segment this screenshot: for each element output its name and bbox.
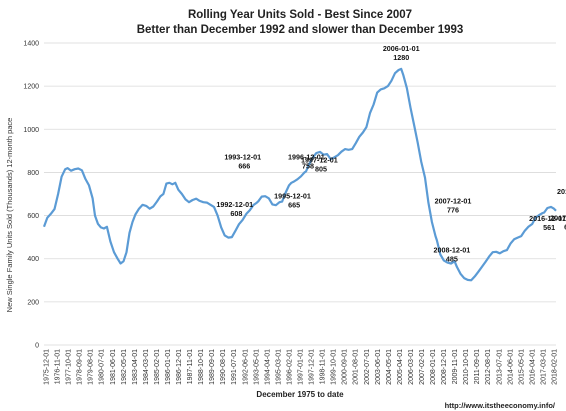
annotation-date: 2007-12-01 <box>435 197 472 206</box>
chart-title: Rolling Year Units Sold - Best Since 200… <box>188 9 412 21</box>
x-tick-label: 1975-12-01 <box>44 349 51 385</box>
x-tick-label: 1991-07-01 <box>231 349 238 385</box>
x-tick-label: 1995-03-01 <box>275 349 282 385</box>
annotation-value: 805 <box>315 164 327 173</box>
x-tick-label: 1987-11-01 <box>187 349 194 384</box>
x-tick-label: 2005-04-01 <box>397 349 404 385</box>
source-url: http://www.itstheeconomy.info/ <box>445 401 556 410</box>
x-tick-label: 2010-10-01 <box>463 349 470 385</box>
y-axis-label: New Single Family Units Sold (Thousands)… <box>5 118 14 313</box>
x-tick-label: 2001-08-01 <box>353 349 360 385</box>
x-tick-label: 1978-09-01 <box>77 349 84 385</box>
annotation-value: 485 <box>446 254 458 263</box>
x-tick-label: 1996-02-01 <box>287 349 294 385</box>
x-tick-label: 2016-04-01 <box>529 349 536 385</box>
gridlines <box>44 42 556 346</box>
y-tick-label: 1000 <box>23 127 39 134</box>
x-tick-label: 1993-05-01 <box>253 349 260 385</box>
x-tick-label: 1998-11-01 <box>320 349 327 384</box>
x-tick-label: 1980-07-01 <box>99 349 106 385</box>
x-tick-label: 2003-06-01 <box>375 349 382 385</box>
annotation-value: 614 <box>564 223 566 232</box>
y-axis-ticks: 0 200 400 600 800 1000 1200 1400 <box>23 41 39 350</box>
x-tick-label: 1979-08-01 <box>88 349 95 385</box>
annotation-date: 1996-12-01 <box>288 152 325 161</box>
annotation-date: 2008-12-01 <box>434 245 471 254</box>
x-tick-label: 2006-03-01 <box>408 349 415 385</box>
y-tick-label: 1200 <box>23 84 39 91</box>
x-tick-label: 2012-08-01 <box>485 349 492 385</box>
x-tick-label: 1999-10-01 <box>331 349 338 385</box>
series-line <box>42 67 557 282</box>
x-axis-ticks: 1975-12-01 1976-11-01 1977-10-01 1978-09-01… <box>44 349 559 385</box>
x-tick-label: 2000-09-01 <box>342 349 349 385</box>
y-tick-label: 800 <box>27 170 39 177</box>
x-axis-label: December 1975 to date <box>256 390 344 399</box>
annotation-value: 561 <box>543 223 555 232</box>
x-tick-label: 1982-05-01 <box>121 349 128 385</box>
x-tick-label: 2004-05-01 <box>386 349 393 385</box>
annotation-value: 758 <box>302 161 314 170</box>
x-tick-label: 1992-06-01 <box>242 349 249 385</box>
x-tick-label: 1981-06-01 <box>110 349 117 385</box>
annotation-date: 1992-12-01 <box>216 200 253 209</box>
y-tick-label: 0 <box>35 343 39 350</box>
x-tick-label: 2013-07-01 <box>496 349 503 385</box>
x-tick-label: 2007-02-01 <box>419 349 426 385</box>
x-tick-label: 1986-01-01 <box>165 349 172 385</box>
annotation-value: 666 <box>238 161 250 170</box>
annotation-value: 608 <box>230 209 242 218</box>
x-tick-label: 1985-02-01 <box>154 349 161 385</box>
x-tick-label: 2018-02-01 <box>552 349 559 385</box>
x-tick-label: 2009-11-01 <box>452 349 459 384</box>
x-tick-label: 1983-04-01 <box>132 349 139 385</box>
x-tick-label: 2014-06-01 <box>507 349 514 385</box>
x-tick-label: 2002-07-01 <box>364 349 371 385</box>
y-tick-label: 1400 <box>23 41 39 48</box>
annotation-date: 2016-12-01 <box>529 214 566 223</box>
chart-subtitle: Better than December 1992 and slower tha… <box>137 24 464 36</box>
x-tick-label: 1984-03-01 <box>143 349 150 385</box>
x-tick-label: 1997-01-01 <box>298 349 305 385</box>
x-tick-label: 1990-08-01 <box>220 349 227 385</box>
x-tick-label: 1994-04-01 <box>264 349 271 385</box>
annotation-date: 1997-12-01 <box>301 155 338 164</box>
x-tick-label: 1986-12-01 <box>176 349 183 385</box>
x-tick-label: 1989-09-01 <box>209 349 216 385</box>
annotation-date: 2006-01-01 <box>383 44 420 53</box>
x-tick-label: 1977-10-01 <box>66 349 73 385</box>
annotation-value: 776 <box>447 206 459 215</box>
x-tick-label: 2008-01-01 <box>430 349 437 385</box>
annotation-date: 2018-12-01 <box>557 187 566 196</box>
annotation-value: 665 <box>288 201 300 210</box>
y-tick-label: 600 <box>27 213 39 220</box>
annotation-date: 1993-12-01 <box>224 152 261 161</box>
y-tick-label: 200 <box>27 299 39 306</box>
x-tick-label: 2015-05-01 <box>518 349 525 385</box>
annotation-date: 2017-12-01 <box>550 214 566 223</box>
x-tick-label: 1976-11-01 <box>55 349 62 384</box>
y-tick-label: 400 <box>27 256 39 263</box>
x-tick-label: 1988-10-01 <box>198 349 205 385</box>
x-tick-label: 2017-03-01 <box>541 349 548 385</box>
x-tick-label: 2011-09-01 <box>474 349 481 384</box>
annotation-value: 1280 <box>393 53 409 62</box>
x-tick-label: 2008-12-01 <box>441 349 448 385</box>
annotation-date: 1995-12-01 <box>274 192 311 201</box>
x-tick-label: 1997-12-01 <box>309 349 316 385</box>
